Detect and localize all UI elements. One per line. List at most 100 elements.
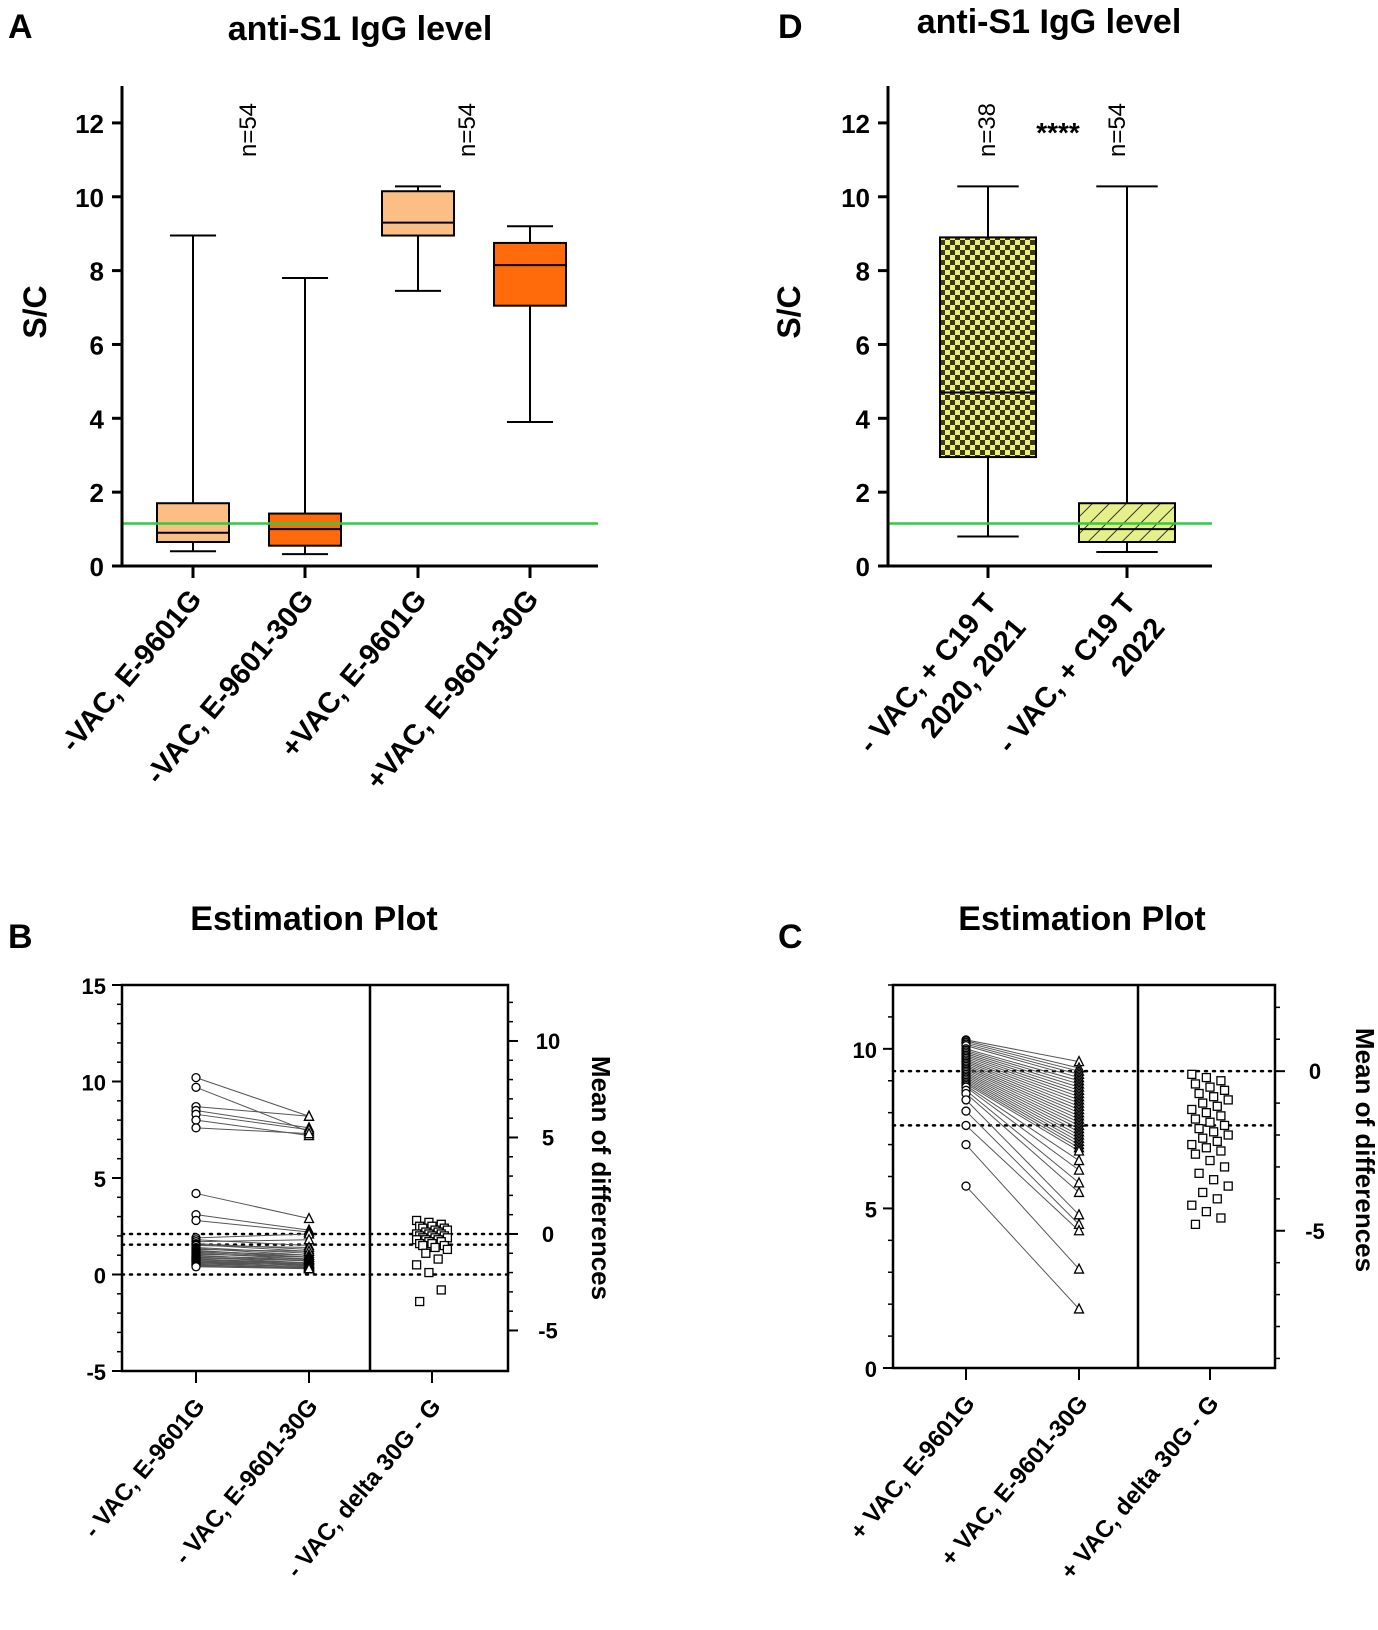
panel-c-y2label: Mean of differences xyxy=(1350,1028,1378,1272)
b-xcat-1: - VAC, E-9601G xyxy=(79,1394,211,1544)
c-pair-line xyxy=(965,1083,1080,1152)
c-point-delta xyxy=(1219,1162,1230,1172)
panel-d-n-label-2: n=54 xyxy=(1104,103,1131,157)
b-point-delta xyxy=(418,1240,428,1251)
c-point-delta xyxy=(1208,1092,1219,1102)
panel-d-ylabel: S/C xyxy=(771,285,807,338)
c-point-delta xyxy=(1190,1079,1201,1089)
b-point-delta xyxy=(415,1296,425,1307)
panel-b-y2label: Mean of differences xyxy=(586,1056,616,1300)
c-point-delta xyxy=(1201,1143,1212,1153)
panel-d: D anti-S1 IgG level S/C 0 2 4 6 8 10 12 n=38 n… xyxy=(771,3,1212,784)
b-pair-line xyxy=(195,1265,310,1269)
panel-a-n-label-2: n=54 xyxy=(454,103,481,157)
c-point-delta xyxy=(1205,1155,1215,1166)
b-pair-line xyxy=(195,1109,310,1129)
b-pair-line xyxy=(195,1257,310,1261)
b-point-delta xyxy=(421,1248,431,1258)
panel-letter-d: D xyxy=(778,8,803,46)
b-point-group-2 xyxy=(303,1109,315,1121)
c-pair-line xyxy=(965,1049,1080,1085)
d-ytick-label: 10 xyxy=(841,183,870,213)
c-point-delta xyxy=(1208,1127,1219,1137)
c-pair-line xyxy=(965,1070,1080,1126)
b-pair-line xyxy=(195,1086,310,1133)
b-point-group-2 xyxy=(303,1212,315,1224)
c-point-group-1 xyxy=(961,1139,971,1150)
c-pair-line xyxy=(965,1040,1080,1069)
c-point-group-1 xyxy=(961,1181,971,1191)
c-point-group-1 xyxy=(961,1106,971,1116)
b-pair-line xyxy=(195,1263,310,1268)
c-point-group-2 xyxy=(1073,1154,1085,1166)
c-pair-line xyxy=(965,1048,1080,1082)
c-pair-line xyxy=(965,1078,1080,1142)
d-ytick-label: 2 xyxy=(856,478,870,508)
d-ytick-label: 4 xyxy=(856,404,871,434)
a-box-4-iqr xyxy=(493,241,567,307)
panel-d-xcat-2: - VAC, + C19 T2022 xyxy=(991,588,1171,784)
c-point-group-2 xyxy=(1073,1186,1085,1198)
b-pair-line xyxy=(195,1113,310,1131)
c-point-group-2 xyxy=(1073,1302,1085,1314)
b-point-group-1 xyxy=(191,1115,201,1125)
c-pair-line xyxy=(965,1059,1080,1104)
c-point-delta xyxy=(1216,1146,1226,1156)
c-pair-line xyxy=(965,1085,1080,1161)
b-pair-line xyxy=(195,1245,310,1248)
c-y2tick-label: -5 xyxy=(1305,1219,1325,1244)
c-point-delta xyxy=(1219,1120,1230,1131)
b-point-group-1 xyxy=(191,1262,201,1272)
c-pair-line xyxy=(965,1072,1080,1130)
c-pair-line xyxy=(965,1054,1080,1094)
c-pair-line xyxy=(965,1080,1080,1146)
c-point-delta xyxy=(1201,1206,1212,1217)
c-point-delta xyxy=(1194,1168,1204,1178)
b-point-group-1 xyxy=(191,1072,201,1083)
b-point-delta xyxy=(411,1260,422,1270)
c-pair-line xyxy=(965,1043,1080,1075)
b-pair-line xyxy=(195,1266,310,1270)
c-pair-line xyxy=(965,1089,1080,1184)
c-pair-line xyxy=(965,1065,1080,1117)
c-pair-line xyxy=(965,1045,1080,1079)
panel-c: C Estimation Plot 0 5 10 -5 0 Mean of diffe… xyxy=(778,900,1378,1585)
c-point-delta xyxy=(1212,1136,1222,1147)
c-point-delta xyxy=(1205,1117,1215,1127)
c-pair-line xyxy=(965,1051,1080,1088)
b-pair-line xyxy=(195,1259,310,1264)
d-ytick-label: 12 xyxy=(841,109,870,139)
panel-b: B Estimation Plot -5 0 5 10 15 -5 0 5 10 Mean o… xyxy=(8,900,616,1583)
b-pair-line xyxy=(195,1214,310,1231)
c-point-delta xyxy=(1190,1114,1201,1124)
c-ytick-label: 10 xyxy=(853,1038,877,1063)
b-pair-line xyxy=(195,1262,310,1266)
panel-c-plot-frame xyxy=(891,983,1277,1370)
c-point-delta xyxy=(1205,1082,1215,1092)
b-pair-line xyxy=(195,1239,310,1247)
b-point-group-1 xyxy=(191,1082,201,1092)
c-point-delta xyxy=(1216,1213,1226,1223)
b-point-delta xyxy=(430,1242,440,1253)
panel-letter-a: A xyxy=(8,8,33,46)
b-y2tick-label: -5 xyxy=(538,1318,558,1343)
panel-letter-c: C xyxy=(778,918,803,956)
panel-d-n-label-1: n=38 xyxy=(974,103,1001,157)
a-ytick-label: 12 xyxy=(75,109,104,139)
c-pair-line xyxy=(965,1144,1080,1270)
c-point-delta xyxy=(1223,1130,1233,1140)
b-point-delta xyxy=(424,1267,434,1278)
b-pair-line xyxy=(195,1233,310,1239)
b-point-group-1 xyxy=(191,1215,201,1226)
panel-a-ylabel: S/C xyxy=(17,285,53,338)
panel-c-title: Estimation Plot xyxy=(958,900,1205,938)
c-y2tick-label: 0 xyxy=(1309,1059,1321,1084)
b-pair-line xyxy=(195,1239,310,1243)
c-point-delta xyxy=(1190,1149,1201,1159)
c-pair-line xyxy=(965,1041,1080,1072)
c-pair-line xyxy=(965,1073,1080,1133)
c-point-delta xyxy=(1223,1095,1233,1105)
c-xcat-1: + VAC, E-9601G xyxy=(845,1391,981,1545)
c-pair-line xyxy=(965,1075,1080,1136)
